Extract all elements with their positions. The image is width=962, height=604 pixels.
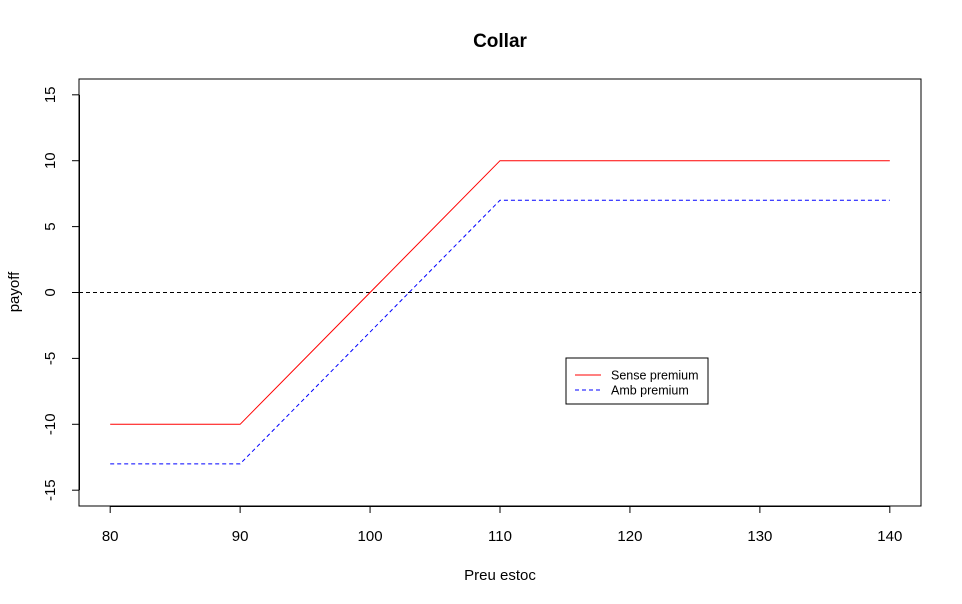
x-tick-label: 130	[747, 528, 772, 545]
y-tick-label: -5	[42, 352, 59, 365]
y-tick-label: 0	[42, 288, 59, 296]
y-tick-label: -15	[42, 479, 59, 501]
x-tick-label: 110	[488, 528, 512, 545]
x-tick-label: 120	[617, 528, 642, 545]
x-axis-label: Preu estoc	[464, 567, 536, 584]
legend-label-sense-premium: Sense premium	[611, 369, 699, 383]
series-line-sense-premium	[110, 160, 890, 425]
x-axis: 80 90 100 110 120 130 140	[102, 506, 902, 545]
y-tick-label: -10	[42, 413, 59, 435]
y-tick-label: 15	[42, 86, 59, 103]
y-tick-label: 10	[42, 152, 59, 169]
y-axis-label: payoff	[6, 271, 23, 312]
x-tick-label: 100	[358, 528, 383, 545]
series-line-amb-premium	[110, 199, 890, 465]
legend-label-amb-premium: Amb premium	[611, 384, 689, 398]
x-tick-label: 80	[102, 528, 119, 545]
series-group	[110, 160, 890, 465]
legend-box	[565, 357, 709, 405]
x-tick-label: 140	[877, 528, 902, 545]
chart-title: Collar	[473, 31, 527, 52]
x-tick-label: 90	[232, 528, 249, 545]
y-axis: -15 -10 -5 0 5 10 15	[42, 86, 80, 501]
legend: Sense premium Amb premium	[565, 357, 709, 405]
y-tick-label: 5	[42, 222, 59, 230]
